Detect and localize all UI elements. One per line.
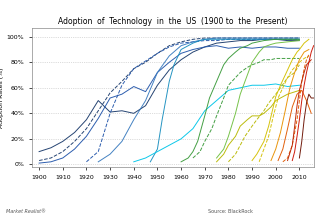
Text: Source: BlackRock: Source: BlackRock bbox=[208, 209, 253, 214]
Text: Market Realist®: Market Realist® bbox=[6, 209, 46, 214]
Y-axis label: Adoption Rates (%): Adoption Rates (%) bbox=[0, 67, 4, 128]
Title: Adoption  of  Technology  in  the  US  (1900 to  the  Present): Adoption of Technology in the US (1900 t… bbox=[58, 17, 288, 26]
